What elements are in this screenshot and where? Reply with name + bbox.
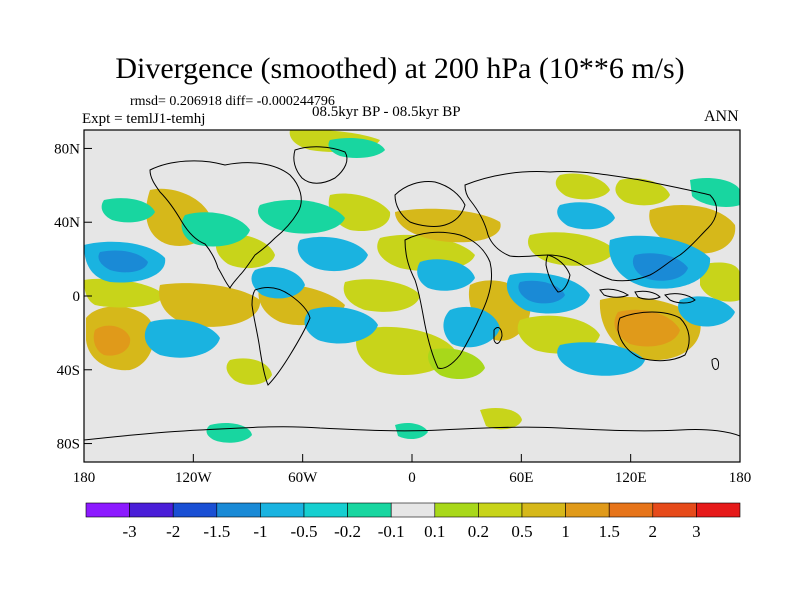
period-label: 08.5kyr BP - 08.5kyr BP	[312, 104, 461, 120]
colorbar-swatch	[260, 502, 305, 518]
lon-tick-label: 180	[729, 470, 752, 486]
field-region	[328, 193, 391, 232]
coastline	[545, 254, 571, 293]
lon-tick-label: 120W	[175, 470, 213, 486]
colorbar-label: 0.5	[511, 522, 532, 541]
latitude-axis: 80N 40N 0 40S 80S	[54, 141, 92, 453]
field-region	[251, 266, 305, 299]
coastline	[599, 288, 630, 298]
field-region	[615, 178, 670, 206]
colorbar-label: -1.5	[203, 522, 230, 541]
lat-tick-label: 40S	[57, 363, 80, 379]
lon-tick-label: 180	[73, 470, 96, 486]
field-region	[678, 296, 735, 327]
field-region	[555, 173, 610, 200]
field-region	[258, 199, 345, 234]
field-region	[557, 202, 615, 230]
colorbar-swatch	[608, 502, 654, 518]
colorbar-swatch	[390, 502, 436, 518]
field-region	[480, 408, 522, 430]
stats-text: rmsd= 0.206918 diff= -0.000244796	[130, 94, 335, 109]
map-title: Divergence (smoothed) at 200 hPa (10**6 …	[115, 52, 685, 85]
colorbar-label: 0.1	[424, 522, 445, 541]
field-region	[84, 278, 165, 308]
field-region	[144, 319, 220, 358]
colorbar-label: 2	[649, 522, 658, 541]
field-region	[417, 259, 475, 291]
colorbar-label: -1	[253, 522, 267, 541]
coastlines	[84, 146, 740, 441]
lon-tick-label: 60W	[288, 470, 318, 486]
coastline	[293, 146, 348, 184]
colorbar-label: 1	[561, 522, 570, 541]
colorbar-swatch	[303, 502, 348, 518]
field-region	[98, 250, 148, 273]
lon-tick-label: 0	[408, 470, 416, 486]
field-region	[557, 342, 645, 376]
colorbar-label: -0.5	[291, 522, 318, 541]
season-label: ANN	[704, 108, 739, 125]
field-region	[343, 279, 420, 312]
coastline	[84, 426, 740, 441]
lat-tick-label: 40N	[54, 215, 80, 231]
colorbar-label: -2	[166, 522, 180, 541]
field-region	[297, 236, 368, 272]
lon-tick-label: 60E	[509, 470, 533, 486]
colorbar-swatch	[434, 502, 479, 518]
colorbar-swatch	[347, 502, 392, 518]
field-region	[93, 325, 131, 356]
field-region	[700, 262, 740, 302]
field-region	[226, 358, 272, 385]
field-region	[428, 348, 485, 380]
coastline	[634, 290, 661, 300]
field-region	[518, 280, 565, 304]
field-region	[304, 306, 378, 344]
lat-tick-label: 80S	[57, 437, 80, 453]
coastline	[404, 231, 493, 369]
experiment-label: Expt = temlJ1-temhj	[82, 111, 206, 127]
lat-tick-label: 80N	[54, 141, 80, 157]
colorbar-label: 3	[692, 522, 701, 541]
colorbar-swatch	[652, 502, 697, 518]
field-region	[632, 253, 688, 281]
coastline	[664, 293, 696, 304]
colorbar-label: -0.1	[378, 522, 405, 541]
field-region	[101, 198, 155, 223]
colorbar-swatch	[129, 502, 174, 518]
coastline	[251, 287, 311, 386]
coastline	[617, 311, 690, 362]
colorbar-swatch	[521, 502, 566, 518]
colorbar-swatch	[696, 502, 741, 518]
lon-tick-label: 120E	[615, 470, 647, 486]
field-region	[528, 232, 615, 266]
colorbar: -3 -2 -1.5 -1 -0.5 -0.2 -0.1 0.1 0.2 0.5 1 1.5 2 3	[85, 502, 741, 541]
colorbar-swatch	[172, 502, 218, 518]
longitude-axis: 180 120W 60W 0 60E 120E 180	[73, 454, 752, 486]
colorbar-swatch	[216, 502, 261, 518]
field-region	[614, 309, 680, 347]
field-region	[443, 306, 500, 348]
colorbar-swatch	[565, 502, 610, 518]
colorbar-label: -0.2	[334, 522, 361, 541]
coastline	[493, 327, 503, 344]
lat-tick-label: 0	[73, 289, 81, 305]
field-region	[328, 138, 385, 158]
coastline	[149, 160, 302, 289]
colorbar-swatch	[85, 502, 130, 518]
colorbar-label: 0.2	[468, 522, 489, 541]
field-region	[690, 178, 740, 207]
coastline	[394, 181, 466, 227]
colorbar-label: -3	[123, 522, 137, 541]
coastline	[711, 357, 719, 371]
colorbar-label: 1.5	[599, 522, 620, 541]
field-region	[159, 283, 261, 327]
coastline	[464, 171, 717, 282]
colorbar-swatch	[478, 502, 523, 518]
field-region	[181, 212, 250, 247]
